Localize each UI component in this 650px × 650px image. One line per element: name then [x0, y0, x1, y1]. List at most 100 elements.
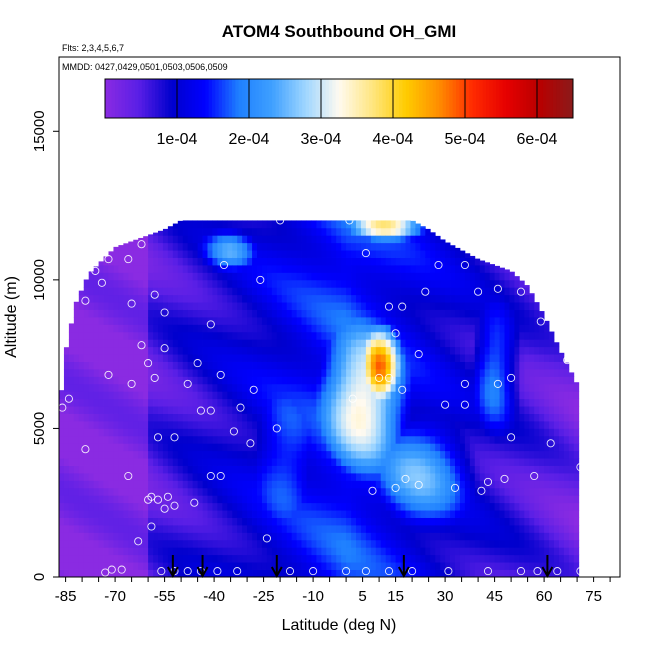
- heatmap-cell: [351, 539, 357, 548]
- heatmap-cell: [217, 369, 223, 377]
- heatmap-cell: [455, 279, 461, 288]
- heatmap-cell: [380, 487, 387, 496]
- heatmap-cell: [108, 251, 114, 258]
- heatmap-cell: [573, 539, 580, 548]
- heatmap-cell: [316, 265, 322, 273]
- heatmap-cell: [554, 376, 560, 385]
- heatmap-cell: [108, 272, 114, 281]
- heatmap-cell: [351, 398, 357, 407]
- heatmap-cell: [370, 569, 377, 578]
- heatmap-cell: [143, 487, 149, 496]
- heatmap-cell: [341, 324, 347, 333]
- heatmap-cell: [133, 510, 139, 518]
- heatmap-cell: [539, 317, 545, 325]
- heatmap-cell: [192, 331, 198, 340]
- heatmap-cell: [148, 435, 154, 444]
- heatmap-cell: [365, 294, 372, 303]
- heatmap-cell: [182, 272, 189, 281]
- heatmap-cell: [445, 287, 451, 296]
- heatmap-cell: [370, 421, 377, 429]
- heatmap-cell: [271, 324, 278, 333]
- heatmap-cell: [445, 339, 451, 348]
- heatmap-cell: [549, 406, 555, 414]
- heatmap-cell: [385, 354, 392, 362]
- heatmap-cell: [311, 532, 317, 541]
- heatmap-cell: [504, 339, 510, 348]
- heatmap-cell: [494, 406, 500, 414]
- heatmap-cell: [93, 502, 99, 511]
- heatmap-cell: [554, 428, 560, 437]
- heatmap-cell: [301, 391, 307, 400]
- heatmap-cell: [207, 487, 213, 496]
- heatmap-cell: [435, 495, 441, 504]
- heatmap-cell: [445, 242, 451, 251]
- heatmap-cell: [177, 302, 184, 310]
- heatmap-cell: [346, 517, 352, 526]
- heatmap-cell: [187, 435, 194, 444]
- colorbar-segment: [389, 79, 393, 118]
- heatmap-cell: [266, 517, 273, 526]
- heatmap-cell: [469, 317, 476, 325]
- colorbar-segment: [105, 79, 109, 118]
- heatmap-cell: [445, 413, 451, 422]
- heatmap-cell: [88, 339, 95, 348]
- heatmap-cell: [108, 473, 114, 481]
- heatmap-cell: [242, 465, 248, 474]
- heatmap-cell: [499, 435, 505, 444]
- heatmap-cell: [509, 539, 515, 548]
- heatmap-cell: [494, 562, 500, 570]
- heatmap-cell: [410, 361, 416, 370]
- colorbar-segment: [509, 79, 514, 118]
- heatmap-cell: [336, 473, 342, 481]
- heatmap-cell: [425, 391, 431, 400]
- heatmap-cell: [360, 406, 367, 414]
- heatmap-cell: [430, 257, 436, 266]
- heatmap-cell: [192, 569, 198, 578]
- heatmap-cell: [167, 562, 174, 570]
- heatmap-cell: [158, 361, 164, 370]
- heatmap-cell: [380, 391, 387, 400]
- heatmap-cell: [405, 569, 411, 578]
- heatmap-cell: [73, 450, 80, 459]
- heatmap-cell: [341, 302, 347, 310]
- heatmap-cell: [291, 242, 297, 251]
- heatmap-cell: [276, 250, 283, 258]
- heatmap-cell: [257, 324, 263, 333]
- heatmap-cell: [301, 473, 307, 481]
- heatmap-cell: [484, 465, 491, 474]
- heatmap-cell: [400, 428, 406, 437]
- heatmap-cell: [499, 487, 505, 496]
- heatmap-cell: [261, 525, 268, 533]
- heatmap-cell: [266, 450, 273, 459]
- heatmap-cell: [549, 331, 555, 333]
- heatmap-cell: [311, 539, 317, 548]
- heatmap-cell: [237, 465, 243, 474]
- heatmap-cell: [365, 435, 372, 444]
- heatmap-cell: [554, 435, 560, 444]
- heatmap-cell: [375, 324, 382, 333]
- heatmap-cell: [484, 369, 491, 377]
- heatmap-cell: [380, 317, 387, 325]
- heatmap-cell: [291, 272, 297, 281]
- sample-point: [219, 260, 229, 270]
- heatmap-cell: [88, 502, 95, 511]
- heatmap-cell: [162, 383, 169, 392]
- heatmap-cell: [341, 265, 347, 273]
- heatmap-cell: [306, 487, 312, 496]
- heatmap-cell: [529, 562, 535, 570]
- heatmap-cell: [113, 554, 119, 563]
- heatmap-cell: [73, 547, 80, 556]
- heatmap-cell: [554, 458, 560, 466]
- heatmap-cell: [494, 302, 500, 310]
- heatmap-cell: [118, 428, 124, 437]
- heatmap-cell: [276, 421, 283, 429]
- heatmap-cell: [311, 495, 317, 504]
- heatmap-cell: [133, 495, 139, 504]
- heatmap-cell: [539, 443, 545, 452]
- heatmap-cell: [435, 242, 441, 251]
- heatmap-cell: [321, 406, 327, 414]
- heatmap-cell: [266, 339, 273, 348]
- heatmap-cell: [316, 569, 322, 578]
- heatmap-cell: [252, 272, 258, 281]
- heatmap-cell: [544, 458, 550, 466]
